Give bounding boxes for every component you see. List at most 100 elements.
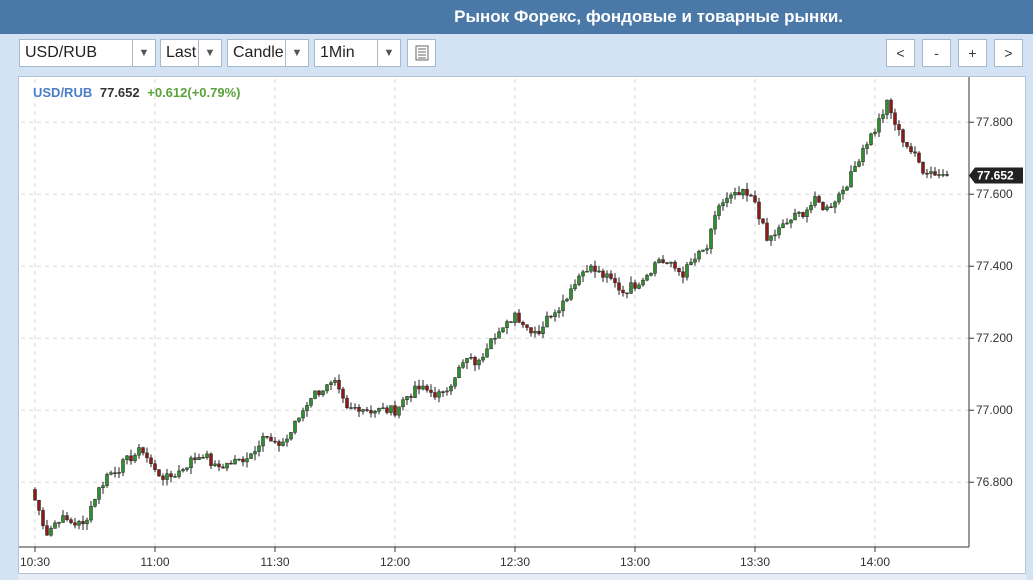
- last-price-label: 77.652: [977, 168, 1014, 182]
- candle-body: [913, 151, 917, 154]
- candle-body: [105, 474, 109, 486]
- candle-body: [257, 445, 261, 452]
- candle-body: [621, 289, 625, 294]
- quote-change: +0.612(+0.79%): [147, 85, 240, 100]
- candle-body: [429, 389, 433, 393]
- candle-body: [53, 522, 57, 529]
- candle-body: [313, 390, 317, 399]
- candle-body: [101, 485, 105, 488]
- candle-body: [449, 385, 453, 392]
- candle-body: [45, 525, 49, 536]
- y-tick-label: 77.400: [976, 259, 1013, 273]
- candle-body: [145, 452, 149, 459]
- zoom-out-button[interactable]: -: [922, 39, 951, 67]
- candle-body: [261, 436, 265, 447]
- candle-body: [441, 391, 445, 393]
- candle-body: [593, 265, 597, 272]
- scroll-forward-button[interactable]: >: [994, 39, 1023, 67]
- candle-body: [697, 251, 701, 260]
- chevron-down-icon[interactable]: ▼: [377, 40, 400, 66]
- candle-body: [877, 118, 881, 133]
- candle-body: [937, 174, 941, 176]
- interval-value: 1Min: [320, 44, 355, 61]
- y-tick-label: 76.800: [976, 475, 1013, 489]
- candle-body: [917, 152, 921, 163]
- zoom-in-button[interactable]: +: [958, 39, 987, 67]
- candle-body: [413, 385, 417, 398]
- symbol-select[interactable]: USD/RUB ▼: [19, 39, 156, 67]
- candle-body: [797, 212, 801, 214]
- candle-body: [717, 205, 721, 216]
- candle-body: [509, 321, 513, 323]
- candle-body: [821, 201, 825, 210]
- candle-body: [709, 228, 713, 249]
- chevron-down-icon[interactable]: ▼: [198, 40, 221, 66]
- candle-body: [85, 519, 89, 525]
- candle-body: [197, 457, 201, 460]
- candle-body: [861, 148, 865, 162]
- candle-body: [249, 453, 253, 459]
- settings-button[interactable]: [407, 39, 436, 67]
- candle-body: [905, 141, 909, 147]
- x-tick-label: 11:30: [260, 555, 289, 569]
- candle-body: [181, 469, 185, 472]
- candle-body: [849, 171, 853, 188]
- candle-body: [801, 212, 805, 217]
- price-type-select[interactable]: Last ▼: [160, 39, 222, 67]
- candle-body: [681, 271, 685, 278]
- candle-body: [649, 273, 653, 276]
- candle-body: [813, 196, 817, 206]
- candle-body: [445, 390, 449, 393]
- candle-body: [701, 249, 705, 252]
- candle-body: [781, 223, 785, 228]
- chart-style-select[interactable]: Candle ▼: [227, 39, 309, 67]
- candle-body: [505, 321, 509, 328]
- candle-body: [97, 487, 101, 500]
- candle-body: [189, 457, 193, 468]
- chevron-down-icon[interactable]: ▼: [132, 40, 155, 66]
- candle-body: [153, 463, 157, 470]
- candle-body: [109, 472, 113, 475]
- candle-body: [561, 300, 565, 312]
- candle-body: [405, 396, 409, 400]
- candle-body: [669, 261, 673, 264]
- chevron-down-icon[interactable]: ▼: [285, 40, 308, 66]
- price-type-value: Last: [166, 44, 197, 61]
- candle-body: [245, 458, 249, 463]
- candle-body: [137, 447, 141, 456]
- candle-body: [685, 264, 689, 278]
- candle-body: [829, 206, 833, 209]
- candle-body: [869, 133, 873, 145]
- price-chart[interactable]: 77.800 77.600 77.400 77.200 77.000 76.800 77.6…: [19, 77, 1027, 575]
- candle-body: [133, 454, 137, 462]
- candle-body: [161, 475, 165, 480]
- candle-body: [121, 459, 125, 473]
- chart-panel[interactable]: 77.800 77.600 77.400 77.200 77.000 76.800 77.6…: [18, 76, 1026, 574]
- interval-select[interactable]: 1Min ▼: [314, 39, 401, 67]
- y-tick-label: 77.200: [976, 331, 1013, 345]
- candle-body: [497, 331, 501, 339]
- candle-body: [657, 259, 661, 264]
- candle-body: [345, 397, 349, 408]
- candle-body: [65, 515, 69, 520]
- candle-body: [513, 312, 517, 323]
- title-bar: Рынок Форекс, фондовые и товарные рынки.: [0, 0, 1033, 34]
- candle-body: [425, 385, 429, 391]
- chart-footer: [18, 574, 1026, 580]
- candle-body: [293, 420, 297, 433]
- candle-body: [921, 162, 925, 174]
- candle-body: [317, 390, 321, 395]
- candle-body: [689, 261, 693, 265]
- candle-body: [653, 262, 657, 274]
- candle-body: [789, 219, 793, 224]
- scroll-back-button[interactable]: <: [886, 39, 915, 67]
- candle-body: [545, 315, 549, 328]
- candle-body: [749, 194, 753, 197]
- candle-body: [401, 399, 405, 408]
- candle-body: [805, 209, 809, 217]
- candle-body: [333, 380, 337, 383]
- x-tick-label: 12:30: [500, 555, 530, 569]
- candle-body: [901, 129, 905, 143]
- candle-body: [601, 270, 605, 278]
- candle-body: [737, 192, 741, 196]
